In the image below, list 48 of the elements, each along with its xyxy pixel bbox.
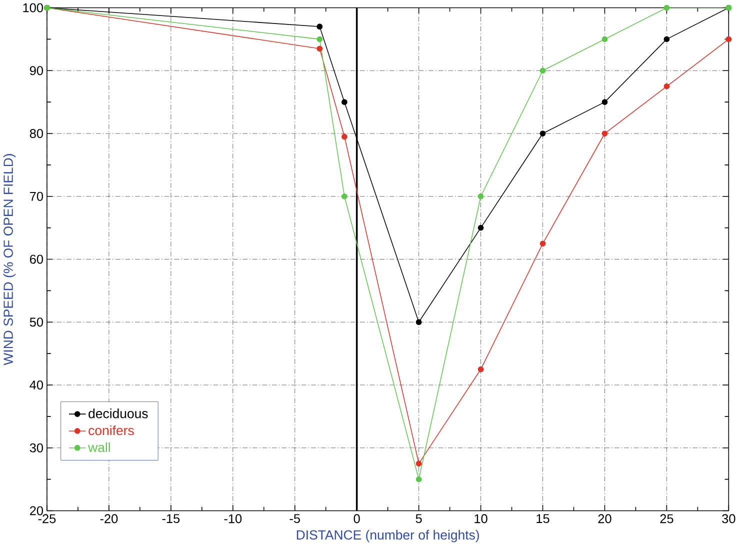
x-tick-label: 10 — [474, 514, 488, 523]
point — [540, 240, 546, 246]
point — [478, 366, 484, 372]
point — [664, 4, 670, 10]
point — [602, 36, 608, 42]
x-tick-label: 15 — [536, 514, 550, 523]
point — [416, 476, 422, 482]
x-tick-label: 5 — [416, 514, 422, 523]
point — [478, 193, 484, 200]
x-tick-label: 0 — [354, 514, 360, 523]
legend-label: deciduous — [88, 408, 148, 418]
y-tick-label: 90 — [30, 66, 44, 75]
point — [416, 318, 422, 325]
x-tick-label: -25 — [38, 514, 56, 523]
x-tick-label: -15 — [162, 514, 180, 523]
point — [602, 130, 608, 136]
y-tick-label: 30 — [30, 443, 44, 452]
point — [341, 133, 348, 140]
y-axis-title: WIND SPEED (% OF OPEN FIELD) — [3, 154, 16, 365]
x-tick-label: -20 — [100, 514, 118, 523]
y-tick-label: 80 — [30, 128, 44, 138]
point — [664, 83, 670, 90]
point — [316, 36, 323, 42]
point — [316, 45, 323, 52]
point — [416, 460, 422, 466]
y-tick-label: 100 — [23, 3, 44, 12]
point — [726, 36, 732, 42]
x-tick-label: -10 — [224, 514, 242, 523]
point — [341, 193, 348, 200]
x-tick-label: 25 — [660, 514, 674, 523]
point — [540, 130, 546, 136]
point — [602, 98, 608, 105]
y-tick-label: 70 — [30, 192, 44, 201]
point — [341, 98, 348, 105]
y-tick-label: 40 — [30, 380, 44, 390]
y-tick-label: 60 — [30, 254, 44, 264]
point — [540, 67, 546, 74]
point — [316, 23, 323, 30]
x-axis-title: DISTANCE (number of heights) — [296, 530, 479, 542]
x-tick-label: 30 — [722, 514, 736, 523]
point — [664, 36, 670, 42]
legend-label: conifers — [88, 425, 134, 435]
point — [478, 224, 484, 231]
x-tick-label: 20 — [598, 514, 612, 523]
x-tick-label: -5 — [290, 514, 300, 523]
legend-label: wall — [88, 442, 110, 452]
y-tick-label: 20 — [30, 506, 44, 515]
y-tick-label: 50 — [30, 317, 44, 326]
